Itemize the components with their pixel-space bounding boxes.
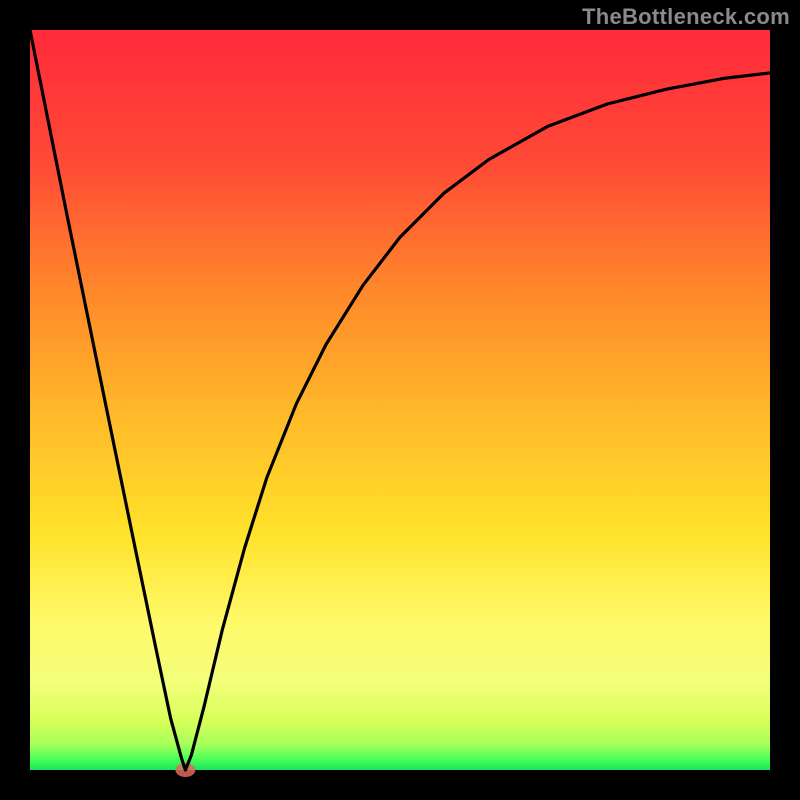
bottleneck-chart	[0, 0, 800, 800]
watermark-label: TheBottleneck.com	[582, 4, 790, 30]
chart-container: TheBottleneck.com	[0, 0, 800, 800]
plot-background	[30, 30, 770, 770]
